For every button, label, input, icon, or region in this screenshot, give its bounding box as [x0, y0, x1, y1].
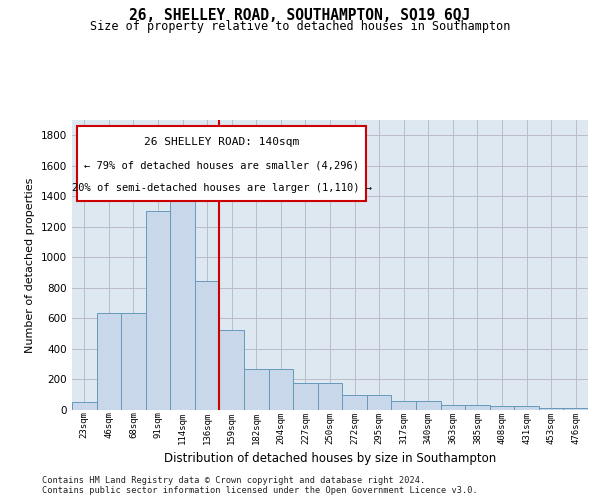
- Bar: [563, 408, 588, 410]
- Text: Size of property relative to detached houses in Southampton: Size of property relative to detached ho…: [90, 20, 510, 33]
- Bar: [514, 406, 539, 410]
- Bar: [269, 369, 293, 410]
- Text: 26, SHELLEY ROAD, SOUTHAMPTON, SO19 6QJ: 26, SHELLEY ROAD, SOUTHAMPTON, SO19 6QJ: [130, 8, 470, 22]
- Bar: [391, 401, 416, 410]
- Text: Contains public sector information licensed under the Open Government Licence v3: Contains public sector information licen…: [42, 486, 478, 495]
- Bar: [416, 401, 440, 410]
- Bar: [220, 330, 244, 410]
- Bar: [440, 404, 465, 410]
- Bar: [97, 313, 121, 410]
- Bar: [72, 402, 97, 410]
- Bar: [367, 394, 391, 410]
- Bar: [318, 384, 342, 410]
- Bar: [244, 369, 269, 410]
- Bar: [121, 313, 146, 410]
- FancyBboxPatch shape: [77, 126, 366, 201]
- Text: ← 79% of detached houses are smaller (4,296): ← 79% of detached houses are smaller (4,…: [84, 160, 359, 170]
- Text: 26 SHELLEY ROAD: 140sqm: 26 SHELLEY ROAD: 140sqm: [144, 138, 299, 147]
- Bar: [146, 211, 170, 410]
- Y-axis label: Number of detached properties: Number of detached properties: [25, 178, 35, 352]
- Bar: [195, 281, 220, 410]
- Bar: [170, 200, 195, 410]
- Bar: [539, 408, 563, 410]
- Bar: [293, 384, 318, 410]
- X-axis label: Distribution of detached houses by size in Southampton: Distribution of detached houses by size …: [164, 452, 496, 465]
- Bar: [342, 394, 367, 410]
- Bar: [465, 404, 490, 410]
- Text: Contains HM Land Registry data © Crown copyright and database right 2024.: Contains HM Land Registry data © Crown c…: [42, 476, 425, 485]
- Text: 20% of semi-detached houses are larger (1,110) →: 20% of semi-detached houses are larger (…: [71, 182, 371, 192]
- Bar: [490, 406, 514, 410]
